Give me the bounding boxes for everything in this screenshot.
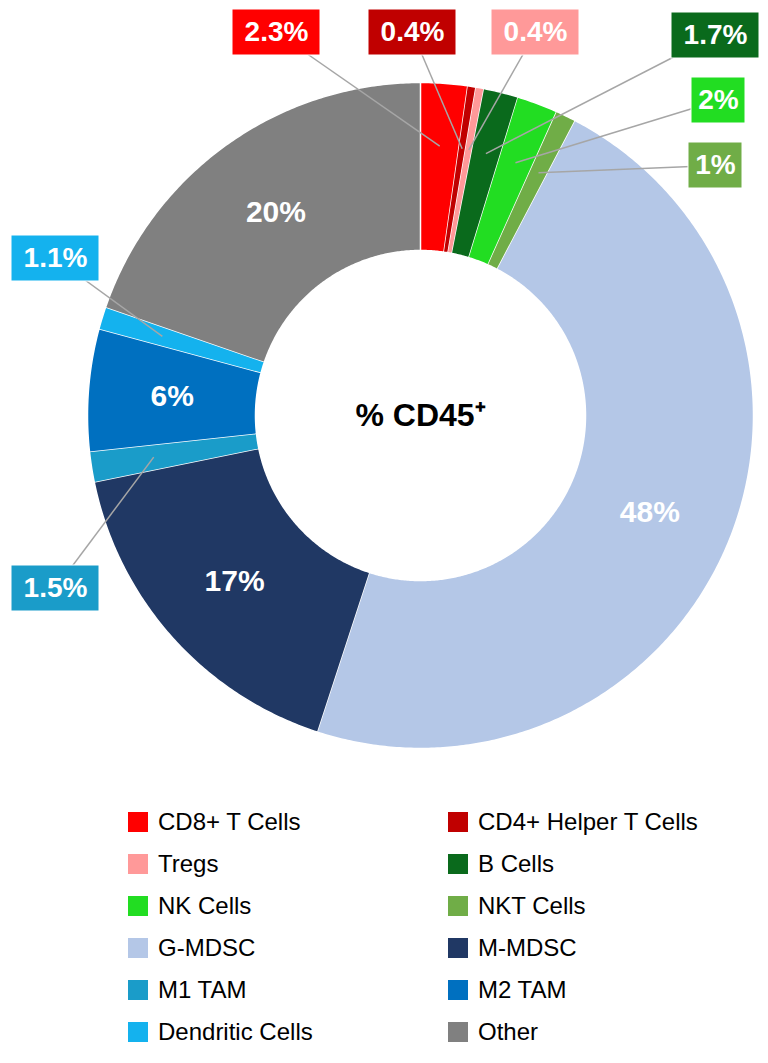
- svg-text:17%: 17%: [205, 564, 265, 597]
- html-text:Tregs: Tregs: [158, 850, 219, 877]
- html-text:M1 TAM: M1 TAM: [158, 976, 247, 1003]
- svg-text:1%: 1%: [695, 149, 736, 180]
- svg-text:2%: 2%: [698, 84, 739, 115]
- svg-text:2.3%: 2.3%: [245, 16, 309, 47]
- html-text:Dendritic Cells: Dendritic Cells: [158, 1018, 313, 1045]
- html-text:Other: Other: [478, 1018, 538, 1045]
- svg-text:1.5%: 1.5%: [24, 572, 88, 603]
- html-text:CD8+ T Cells: CD8+ T Cells: [158, 808, 301, 835]
- svg-text:1.7%: 1.7%: [684, 19, 748, 50]
- html-text:NKT Cells: NKT Cells: [478, 892, 586, 919]
- svg-text:48%: 48%: [620, 495, 680, 528]
- html-text:CD4+ Helper T Cells: CD4+ Helper T Cells: [478, 808, 698, 835]
- svg-text:20%: 20%: [246, 195, 306, 228]
- svg-text:% CD45⁺: % CD45⁺: [355, 397, 485, 433]
- html-text:M-MDSC: M-MDSC: [478, 934, 577, 961]
- html-text:B Cells: B Cells: [478, 850, 554, 877]
- html-text:NK Cells: NK Cells: [158, 892, 252, 919]
- svg-text:0.4%: 0.4%: [504, 16, 568, 47]
- svg-text:0.4%: 0.4%: [381, 16, 445, 47]
- html-text:M2 TAM: M2 TAM: [478, 976, 567, 1003]
- html-text:G-MDSC: G-MDSC: [158, 934, 256, 961]
- svg-text:1.1%: 1.1%: [24, 242, 88, 273]
- svg-text:6%: 6%: [151, 379, 194, 412]
